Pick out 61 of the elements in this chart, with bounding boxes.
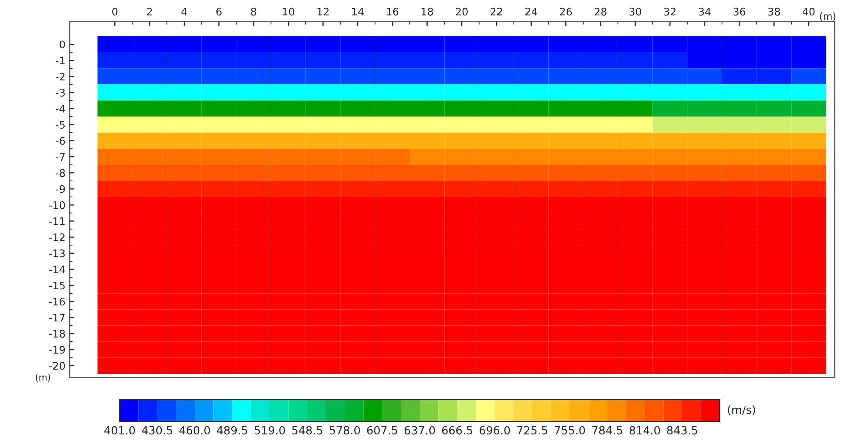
x-tick-label: 6	[216, 8, 222, 16]
color-bar-title: (m/s)	[728, 406, 756, 416]
y-tick-label: -3	[56, 88, 65, 97]
x-tick-label: 24	[526, 8, 538, 16]
color-bar-label: 460.0	[180, 426, 210, 435]
color-bar-label: 607.5	[367, 426, 398, 435]
y-tick-label: -2	[56, 72, 65, 81]
x-tick-label: 8	[251, 8, 256, 16]
x-tick-label: 38	[768, 8, 780, 16]
x-tick-label: 40	[802, 8, 815, 16]
x-tick-label: 0	[112, 8, 118, 16]
y-tick-label: -6	[56, 137, 66, 146]
x-tick-label: 34	[699, 8, 711, 16]
x-tick-label: 26	[560, 8, 572, 16]
y-tick-label: -13	[49, 250, 65, 258]
y-tick-label: -19	[49, 346, 66, 354]
color-bar-label: 519.0	[254, 426, 286, 435]
x-tick-label: 10	[283, 8, 295, 16]
y-tick-label: -5	[56, 121, 65, 129]
y-tick-label: 0	[60, 40, 66, 49]
color-bar-label: 814.0	[630, 426, 660, 435]
x-tick-label: 22	[490, 8, 502, 16]
x-tick-label: 30	[630, 8, 642, 16]
color-bar-label: 548.5	[292, 426, 322, 435]
color-bar-label: 637.0	[404, 426, 436, 435]
y-tick-label: -10	[49, 201, 66, 210]
x-axis-title: (m)	[820, 12, 836, 22]
y-tick-label: -16	[49, 298, 66, 306]
x-tick-label: 36	[734, 8, 746, 16]
color-bar-label: 696.0	[480, 426, 510, 435]
x-tick-label: 4	[182, 8, 188, 16]
y-tick-label: -17	[49, 314, 65, 322]
x-tick-label: 32	[664, 8, 676, 16]
x-tick-label: 14	[352, 8, 364, 16]
x-tick-label: 18	[422, 8, 434, 16]
color-bar-label: 401.0	[104, 426, 136, 435]
x-tick-label: 2	[147, 8, 152, 16]
color-bar-label: 784.5	[592, 426, 622, 435]
color-bar-label: 755.0	[555, 426, 586, 435]
y-tick-label: -11	[49, 218, 65, 226]
y-tick-label: -18	[49, 330, 66, 338]
y-tick-label: -20	[49, 362, 66, 370]
y-tick-label: -12	[49, 234, 65, 242]
y-axis-title: (m)	[36, 374, 50, 382]
y-tick-label: -1	[56, 56, 65, 65]
y-tick-label: -14	[49, 266, 66, 274]
color-bar-label: 430.5	[142, 426, 172, 435]
color-bar-label: 725.5	[518, 426, 548, 435]
x-tick-label: 28	[594, 8, 607, 16]
x-tick-label: 12	[318, 8, 329, 16]
x-tick-label: 16	[387, 8, 399, 16]
color-bar-label: 666.5	[442, 426, 472, 435]
x-tick-label: 20	[456, 8, 468, 16]
y-tick-label: -8	[56, 169, 66, 178]
color-bar-label: 578.0	[330, 426, 360, 435]
y-tick-label: -4	[56, 105, 66, 113]
y-tick-label: -15	[49, 282, 65, 290]
color-bar-label: 843.5	[667, 426, 698, 435]
y-tick-label: -9	[56, 185, 66, 194]
y-tick-label: -7	[56, 153, 65, 161]
color-bar-label: 489.5	[217, 426, 248, 435]
